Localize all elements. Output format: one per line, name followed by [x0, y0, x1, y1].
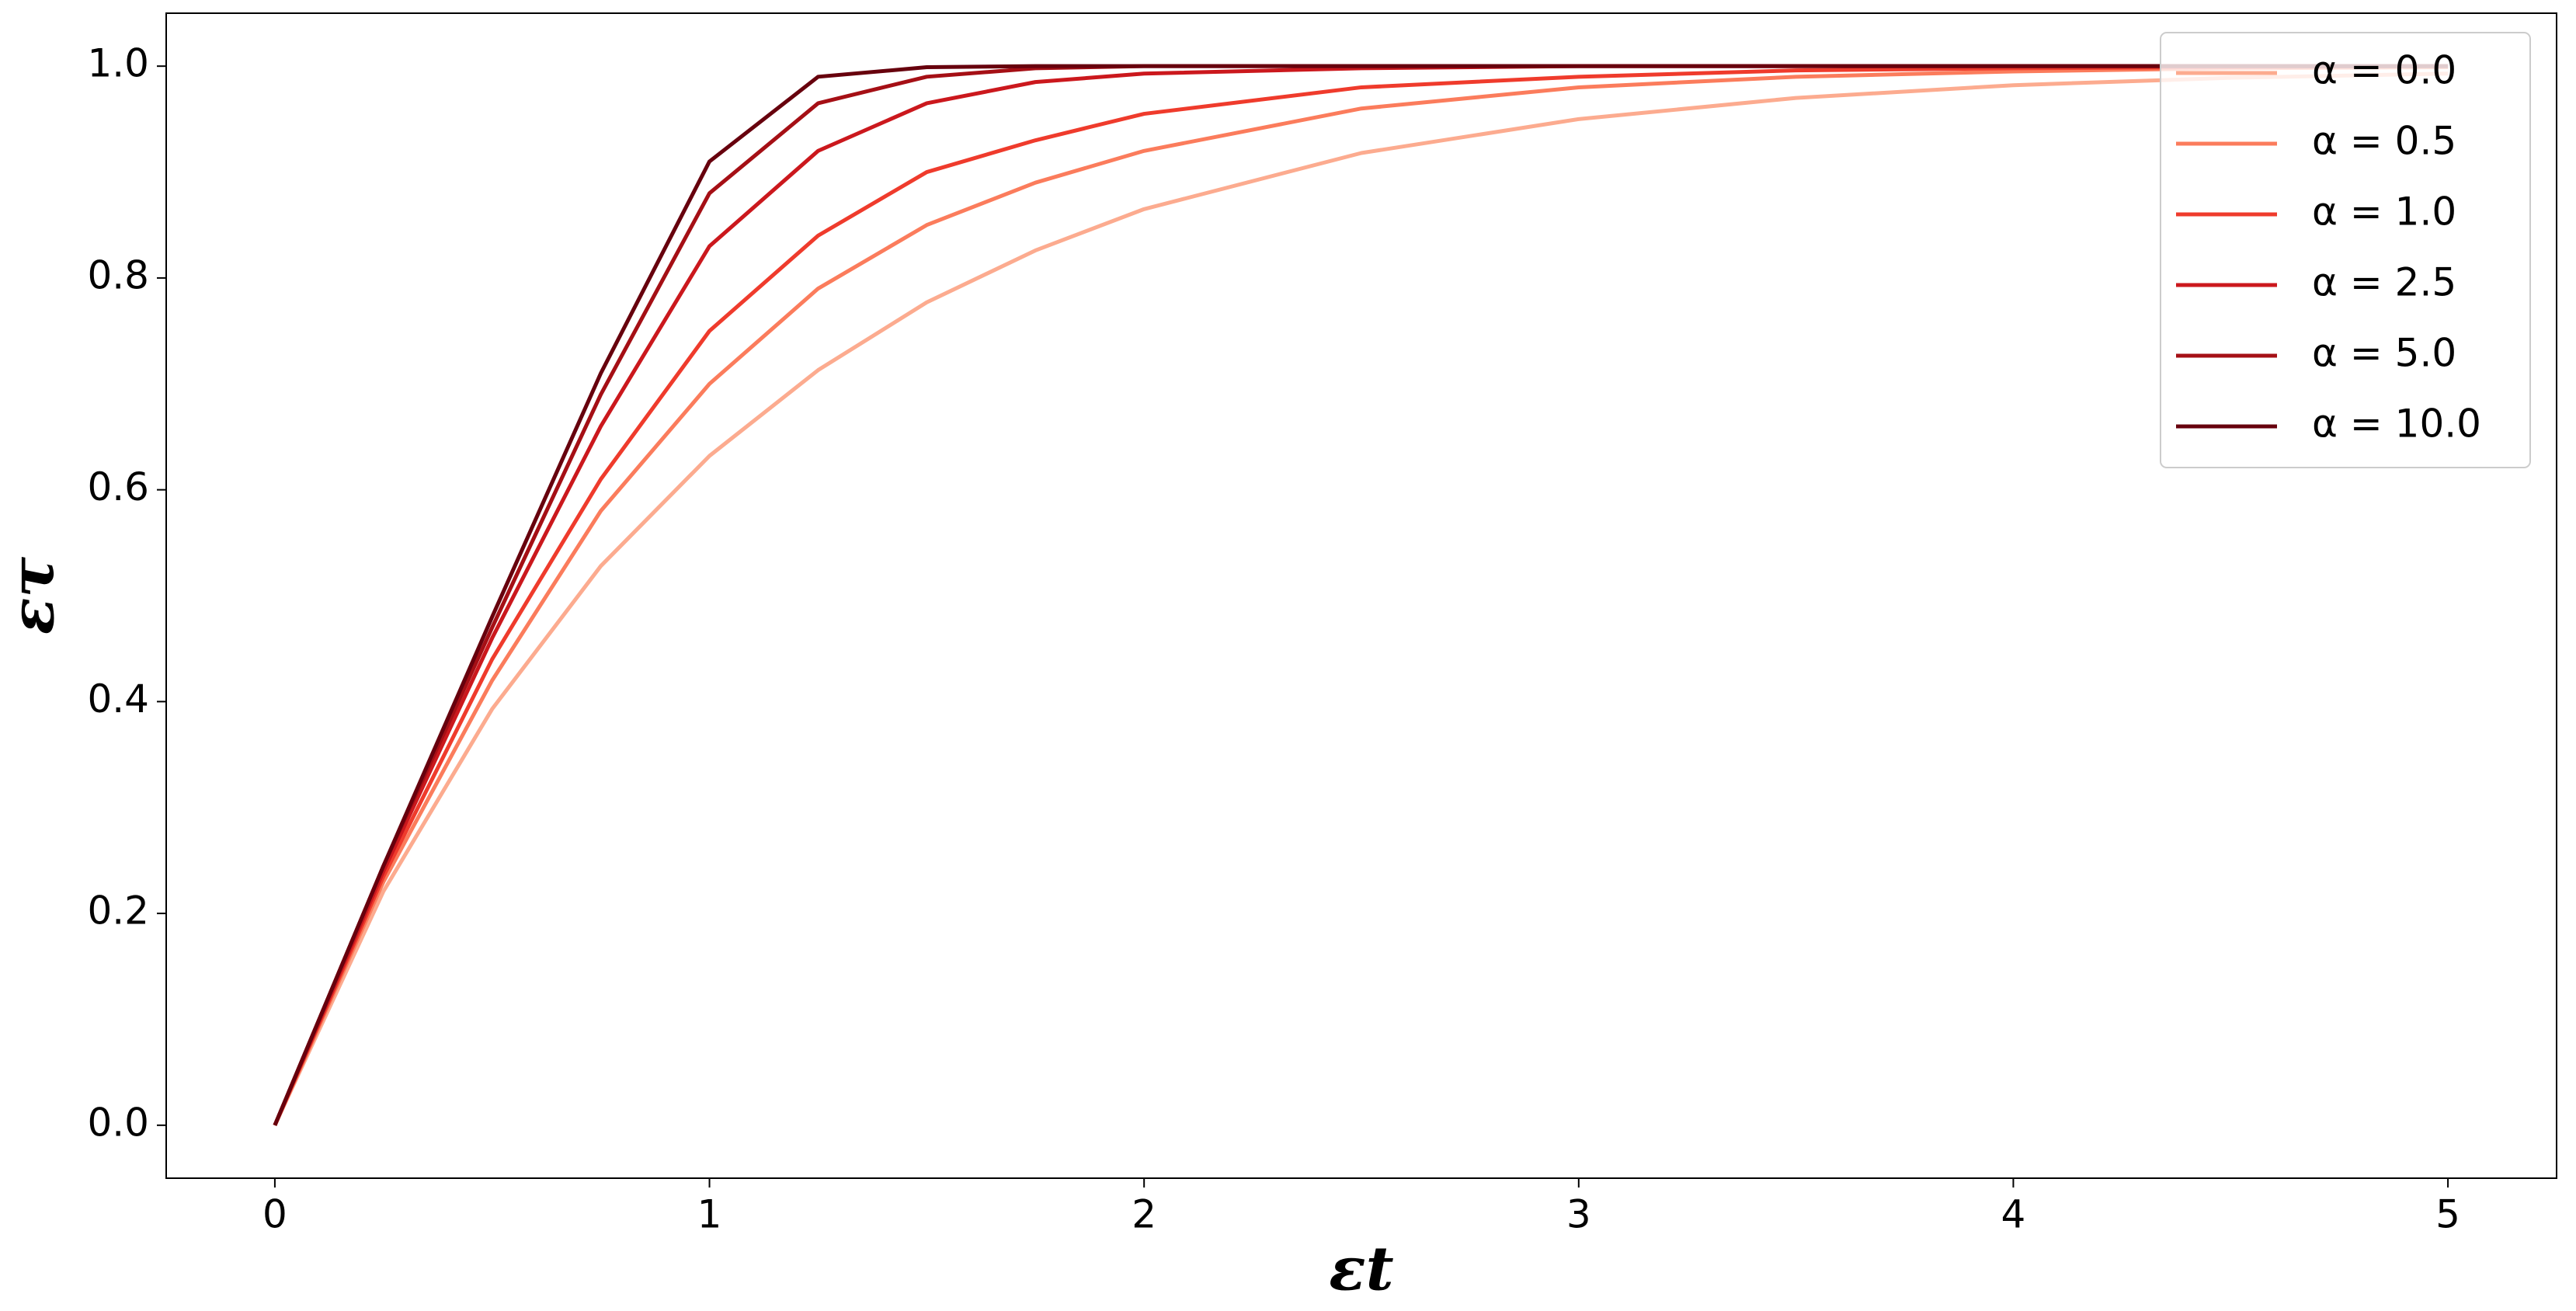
x-tick-label: 3: [1566, 1192, 1591, 1237]
x-tick-label: 4: [2001, 1192, 2026, 1237]
x-tick-label: 0: [262, 1192, 287, 1237]
x-tick-label: 5: [2435, 1192, 2460, 1237]
line-series: [273, 64, 2449, 1126]
x-tick-label: 1: [697, 1192, 722, 1237]
y-tick-label: 0.8: [87, 252, 149, 297]
legend-label: α = 2.5: [2312, 260, 2456, 305]
line-series: [273, 64, 2449, 1126]
legend-label: α = 0.5: [2312, 119, 2456, 164]
legend-label: α = 0.0: [2312, 48, 2456, 93]
legend-box: [2160, 32, 2531, 468]
line-series: [273, 65, 2449, 1126]
legend-label: α = 1.0: [2312, 190, 2456, 235]
y-tick-label: 0.0: [87, 1100, 149, 1145]
plot-frame: [165, 12, 2557, 1179]
line-series: [273, 71, 2449, 1126]
line-series: [273, 64, 2449, 1126]
y-tick-label: 1.0: [87, 41, 149, 86]
line-series: [273, 64, 2449, 1126]
legend-label: α = 10.0: [2312, 402, 2481, 447]
y-tick-label: 0.6: [87, 464, 149, 509]
y-tick-label: 0.2: [87, 888, 149, 934]
y-tick-label: 0.4: [87, 676, 149, 722]
x-axis-label: εt: [1329, 1234, 1393, 1305]
legend-label: α = 5.0: [2312, 331, 2456, 376]
y-axis-label: ετ: [0, 557, 68, 635]
x-tick-label: 2: [1132, 1192, 1156, 1237]
